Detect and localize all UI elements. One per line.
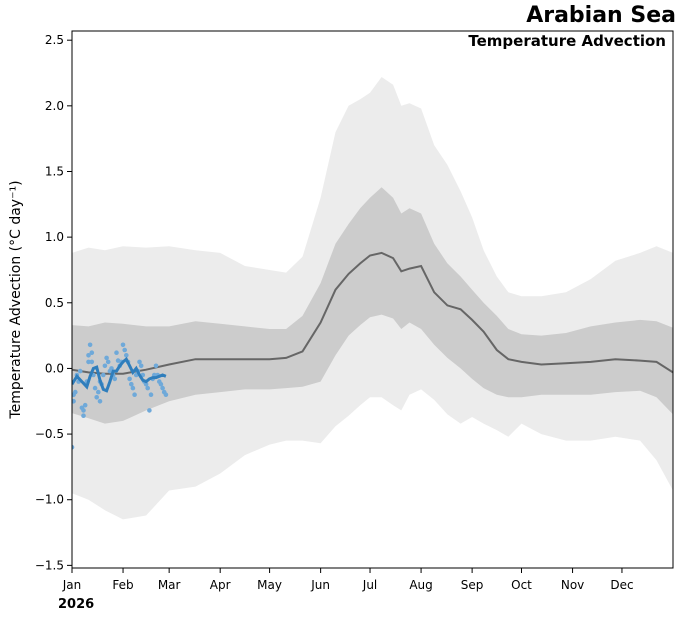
daily-point [153, 363, 159, 369]
daily-point [112, 376, 118, 382]
daily-point [143, 381, 149, 387]
daily-point [130, 385, 136, 391]
daily-point [102, 363, 108, 369]
daily-point [87, 342, 93, 348]
daily-point [158, 381, 164, 387]
daily-point [124, 353, 129, 358]
x-tick-label: Aug [409, 578, 432, 592]
chart-subtitle: Temperature Advection [468, 32, 666, 50]
x-tick-label: Apr [210, 578, 231, 592]
y-tick-label: 1.5 [45, 164, 64, 178]
daily-point [129, 381, 134, 387]
daily-point [77, 368, 83, 374]
y-tick-label: 0.0 [45, 361, 64, 375]
daily-point [137, 359, 142, 365]
daily-point [101, 372, 106, 378]
daily-point [81, 408, 86, 413]
daily-point [82, 402, 88, 408]
daily-point [120, 342, 126, 348]
daily-point [138, 363, 144, 369]
daily-point [86, 359, 91, 365]
daily-point [114, 350, 119, 356]
daily-point [105, 359, 111, 365]
y-tick-label: −1.0 [35, 493, 64, 507]
daily-point [89, 359, 95, 365]
daily-point [122, 347, 127, 353]
daily-point [72, 399, 76, 404]
daily-point [104, 355, 109, 361]
chart-title: Arabian Sea [526, 3, 676, 28]
y-tick-label: −0.5 [35, 427, 64, 441]
x-tick-label: Jan [62, 578, 82, 592]
x-tick-label: Feb [112, 578, 133, 592]
x-tick-label: May [257, 578, 282, 592]
climatology-mean-line [72, 251, 673, 375]
x-tick-label: Jul [362, 578, 377, 592]
daily-point [94, 395, 99, 400]
daily-point [160, 385, 165, 391]
y-tick-label: 2.0 [45, 99, 64, 113]
daily-point [89, 350, 95, 356]
daily-point [145, 385, 150, 391]
x-tick-label: Sep [461, 578, 484, 592]
daily-point [132, 392, 137, 398]
plot-frame [71, 30, 674, 569]
daily-point [86, 353, 91, 358]
y-tick-label: 0.5 [45, 296, 64, 310]
y-tick-label: −1.5 [35, 558, 64, 572]
x-tick-label: Jun [310, 578, 330, 592]
x-tick-label: Dec [610, 578, 633, 592]
daily-point [92, 385, 98, 391]
y-axis-label: Temperature Advection (°C day⁻¹) [8, 180, 24, 419]
daily-point [72, 444, 75, 450]
x-tick-label: Mar [158, 578, 181, 592]
daily-point [147, 408, 152, 413]
daily-point [127, 376, 132, 382]
daily-point [96, 389, 101, 395]
inner-percentile-band [72, 187, 673, 424]
current-year-line [72, 356, 167, 393]
axes: −1.5 −1.0 −0.5 0.0 0.5 1.0 1.5 2.0 2.5 Jan Feb Mar A… [8, 30, 674, 592]
plot-area [72, 77, 673, 520]
daily-point [73, 389, 78, 395]
year-label: 2026 [58, 597, 95, 612]
daily-point [148, 392, 154, 398]
x-tick-label: Oct [511, 578, 532, 592]
y-tick-label: 1.0 [45, 230, 64, 244]
daily-point [163, 392, 169, 398]
y-tick-label: 2.5 [45, 33, 64, 47]
daily-point [81, 413, 86, 419]
x-tick-label: Nov [561, 578, 584, 592]
daily-point [97, 399, 103, 404]
daily-point [109, 366, 114, 371]
